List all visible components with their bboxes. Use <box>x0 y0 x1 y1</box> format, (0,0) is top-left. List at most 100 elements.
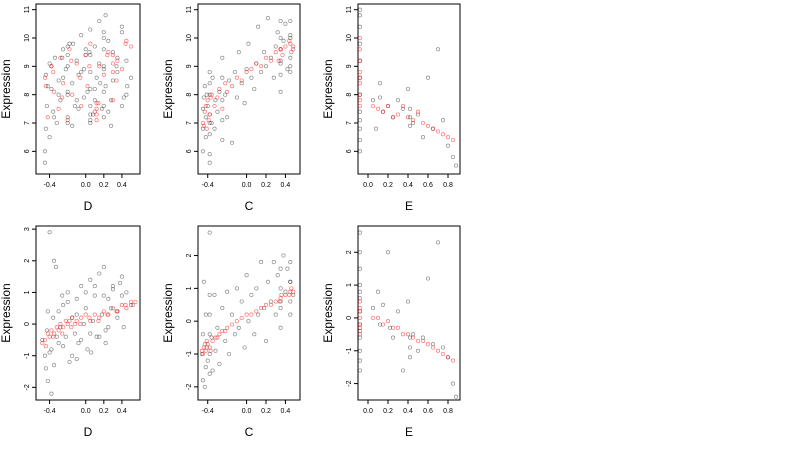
data-point <box>58 55 63 60</box>
data-point <box>65 118 70 123</box>
data-point <box>212 126 217 131</box>
data-point <box>103 341 108 346</box>
data-point <box>124 290 129 295</box>
data-point <box>101 35 106 41</box>
data-point <box>291 44 296 49</box>
data-point <box>52 89 57 94</box>
data-point <box>357 335 363 340</box>
data-point <box>94 106 99 111</box>
data-point <box>94 75 99 80</box>
data-point <box>87 50 92 55</box>
data-point <box>40 341 45 346</box>
data-point <box>56 341 61 346</box>
data-point <box>425 276 431 281</box>
y-tick-label: 3 <box>24 227 31 231</box>
data-point <box>74 356 79 361</box>
data-point <box>43 126 48 131</box>
data-point <box>400 368 406 373</box>
x-tick-label: 0.0 <box>81 408 91 415</box>
data-point <box>89 350 94 355</box>
data-point <box>52 55 58 60</box>
data-point <box>79 69 84 75</box>
data-point <box>220 75 225 80</box>
data-point <box>288 18 293 24</box>
data-point <box>74 296 79 301</box>
data-point <box>259 69 264 75</box>
data-point <box>278 286 283 291</box>
data-point <box>288 279 293 284</box>
data-point <box>201 123 206 128</box>
data-point <box>74 312 79 317</box>
data-point <box>450 154 456 160</box>
series-1 <box>199 230 296 389</box>
data-point <box>415 348 421 353</box>
data-point <box>97 271 102 276</box>
plot-frame <box>35 225 141 401</box>
data-point <box>56 106 61 111</box>
data-point <box>203 135 208 140</box>
data-point <box>259 306 264 311</box>
data-point <box>65 322 70 327</box>
data-point <box>56 328 61 333</box>
data-point <box>81 322 86 327</box>
data-point <box>288 260 293 265</box>
data-point <box>72 322 77 327</box>
data-point <box>70 353 75 358</box>
data-point <box>236 325 241 330</box>
data-point <box>202 342 207 347</box>
data-point <box>407 355 413 360</box>
data-point <box>45 309 50 314</box>
data-point <box>103 328 108 333</box>
data-point <box>130 303 135 308</box>
data-point <box>97 61 102 66</box>
data-point <box>380 109 386 114</box>
data-point <box>252 86 257 92</box>
data-point <box>440 118 446 123</box>
data-point <box>83 47 88 52</box>
y-tick-label: 7 <box>346 121 353 125</box>
data-point <box>207 81 212 86</box>
y-tick-label: 9 <box>24 64 31 68</box>
data-point <box>234 319 239 324</box>
series-2 <box>357 35 456 143</box>
data-point <box>94 101 99 106</box>
data-point <box>268 55 273 60</box>
data-point <box>453 163 459 168</box>
data-point <box>61 344 66 349</box>
data-point <box>265 279 270 284</box>
x-tick-label: 0.2 <box>99 182 109 189</box>
data-point <box>223 329 228 334</box>
x-tick-label: -0.4 <box>202 408 214 415</box>
data-point <box>357 250 363 255</box>
data-point <box>385 103 391 109</box>
data-point <box>357 296 363 301</box>
scatter-panel-3: 0.0 0.2 0.4 0.6 0.8 6 7 8 9 10 11 E Expression <box>321 3 461 213</box>
y-axis-title: Expression <box>0 59 13 118</box>
data-point <box>244 67 249 72</box>
data-point <box>202 109 207 114</box>
data-point <box>79 337 84 342</box>
data-point <box>65 115 70 120</box>
data-point <box>74 98 79 103</box>
data-point <box>357 81 363 86</box>
data-point <box>278 266 283 271</box>
data-point <box>268 58 273 63</box>
data-point <box>133 299 138 304</box>
x-tick-label: 0.4 <box>281 408 291 415</box>
x-tick-label: 0.6 <box>423 408 433 415</box>
data-point <box>119 30 124 35</box>
data-point <box>450 381 456 386</box>
data-point <box>215 335 220 340</box>
data-point <box>227 78 232 83</box>
data-point <box>207 292 212 297</box>
data-point <box>256 312 261 317</box>
data-point <box>61 75 66 80</box>
data-point <box>380 322 386 327</box>
data-point <box>69 325 74 330</box>
data-point <box>125 84 130 89</box>
data-point <box>377 81 383 86</box>
data-point <box>101 89 106 94</box>
data-point <box>410 118 416 123</box>
data-point <box>207 92 212 97</box>
y-tick-label: -2 <box>186 384 193 390</box>
